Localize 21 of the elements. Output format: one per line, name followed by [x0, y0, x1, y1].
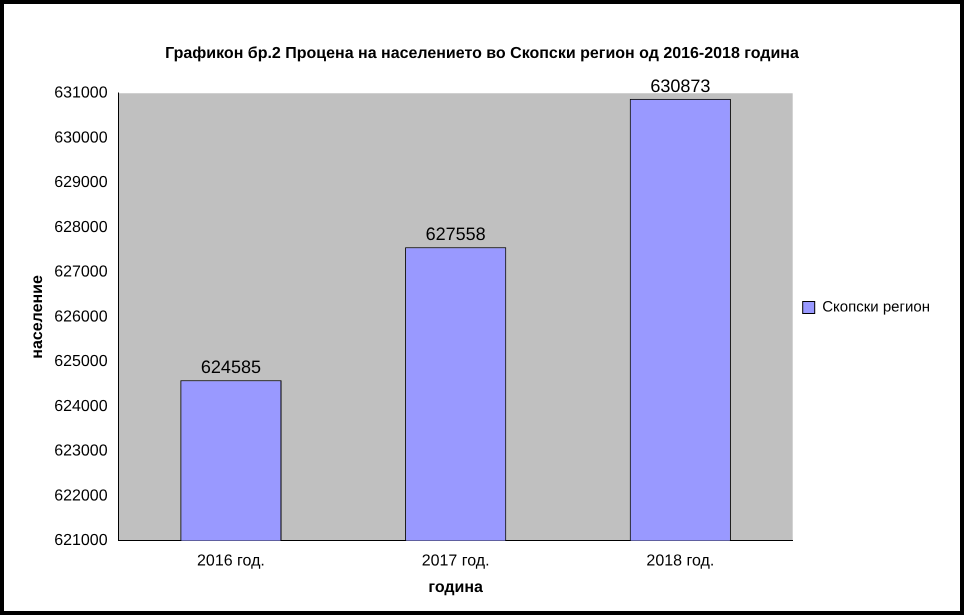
x-tick-label: 2016 год.: [197, 552, 265, 570]
y-tick-label: 629000: [54, 174, 108, 192]
y-axis-title: население: [29, 274, 46, 359]
chart-title: Графикон бр.2 Процена на населението во Скопски регион од 2016-2018 година: [165, 45, 799, 62]
data-label: 627558: [426, 224, 486, 244]
y-tick-label: 625000: [54, 353, 108, 370]
x-tick-label: 2018 год.: [646, 552, 714, 570]
y-tick-label: 630000: [54, 129, 108, 146]
legend-label: Скопски регион: [822, 298, 930, 316]
y-tick-label: 631000: [54, 84, 108, 102]
y-tick-label: 623000: [54, 442, 108, 460]
y-tick-label: 624000: [54, 398, 108, 415]
y-tick-label: 628000: [54, 218, 108, 236]
x-tick-label: 2017 год.: [422, 552, 490, 570]
data-label: 624585: [200, 357, 261, 378]
y-tick-label: 627000: [54, 264, 108, 281]
data-label: 630873: [650, 76, 710, 96]
y-tick-label: 622000: [54, 487, 108, 504]
y-tick-label: 626000: [54, 308, 108, 326]
y-tick-label: 621000: [54, 532, 108, 550]
x-axis-title: година: [428, 578, 484, 596]
